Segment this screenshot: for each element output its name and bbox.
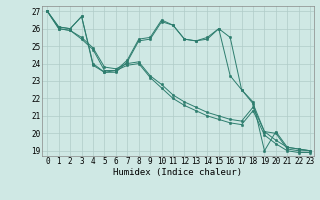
X-axis label: Humidex (Indice chaleur): Humidex (Indice chaleur) <box>113 168 242 177</box>
